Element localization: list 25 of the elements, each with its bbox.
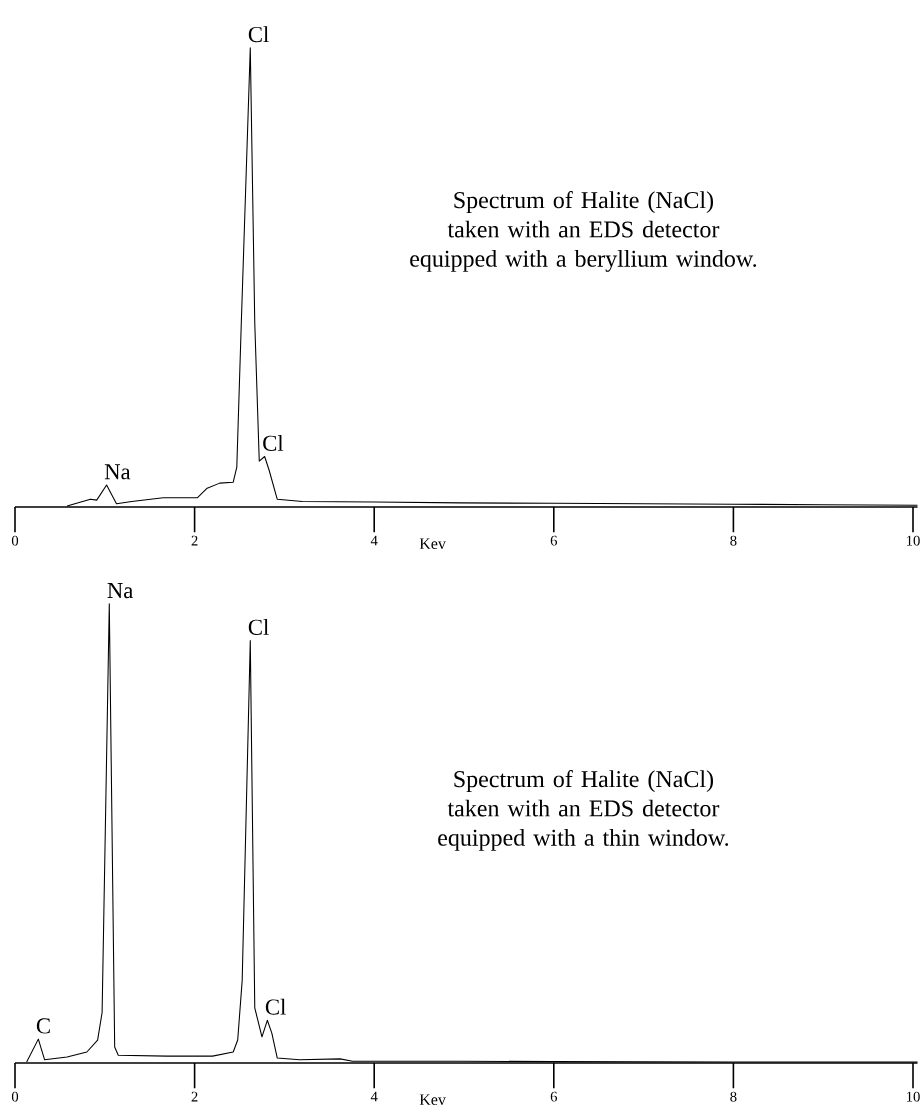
- annotation: Cl: [248, 26, 269, 43]
- x-tick-label: 2: [191, 1091, 198, 1102]
- annotation: Cl: [265, 998, 286, 1015]
- x-tick-label: 0: [11, 1091, 18, 1102]
- x-tick-label: 10: [906, 535, 920, 546]
- x-tick-label: 0: [11, 535, 18, 546]
- annotation: Na: [104, 464, 131, 480]
- annotation: Na: [107, 583, 133, 599]
- x-tick-label: 10: [906, 1091, 920, 1102]
- x-tick-label: 8: [730, 535, 737, 546]
- text: Spectrum of Halite (NaCl): [454, 191, 713, 214]
- x-tick-label: 6: [550, 1091, 557, 1102]
- x-tick-label: 6: [550, 535, 557, 546]
- x-axis-title: Kev: [419, 1094, 446, 1106]
- text: taken with an EDS detector equipped with a beryllium window.: [410, 220, 756, 272]
- x-tick-label: 4: [370, 535, 378, 546]
- x-tick-label: 4: [370, 1091, 378, 1102]
- annotation: Cl: [263, 434, 284, 451]
- x-tick-label: 8: [730, 1091, 737, 1102]
- text: taken with an EDS detector equipped with a thin window.: [438, 799, 728, 851]
- x-tick-label: 2: [191, 535, 198, 546]
- text: Spectrum of Halite (NaCl): [454, 770, 713, 793]
- annotation: Cl: [248, 618, 269, 635]
- annotation: C: [36, 1018, 50, 1034]
- x-axis-title: Kev: [419, 538, 446, 549]
